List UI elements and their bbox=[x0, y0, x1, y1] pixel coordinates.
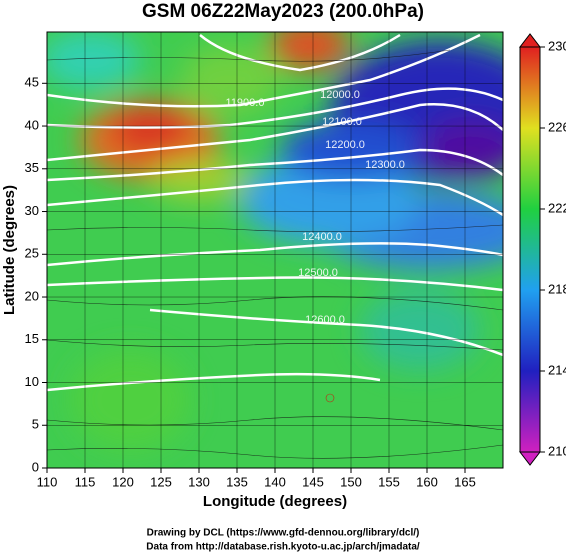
y-tick-label: 20 bbox=[25, 288, 39, 303]
x-tick-label: 155 bbox=[378, 474, 400, 489]
colorbar-label: 214 bbox=[548, 362, 566, 377]
x-tick-label: 165 bbox=[454, 474, 476, 489]
colorbar-label: 222 bbox=[548, 200, 566, 215]
contour-label: 11900.0 bbox=[226, 97, 265, 109]
x-tick-label: 110 bbox=[37, 474, 58, 489]
x-tick-label: 120 bbox=[112, 474, 134, 489]
colorbar bbox=[519, 46, 541, 453]
footer-text: Drawing by DCL (https://www.gfd-dennou.o… bbox=[147, 528, 420, 539]
contour-label: 12300.0 bbox=[365, 159, 405, 171]
x-tick-label: 145 bbox=[302, 474, 324, 489]
x-tick-label: 160 bbox=[416, 474, 438, 489]
colorbar-label: 210 bbox=[548, 443, 566, 458]
y-tick-label: 15 bbox=[25, 331, 39, 346]
x-tick-label: 130 bbox=[188, 474, 210, 489]
y-tick-label: 0 bbox=[32, 459, 39, 474]
contour-label: 12200.0 bbox=[325, 139, 365, 151]
x-tick-label: 140 bbox=[264, 474, 286, 489]
y-tick-label: 5 bbox=[32, 417, 39, 432]
contour-label: 12500.0 bbox=[298, 267, 338, 279]
x-axis-label: Longitude (degrees) bbox=[203, 493, 347, 510]
contour-label: 12000.0 bbox=[320, 89, 360, 101]
y-tick-label: 30 bbox=[25, 203, 39, 218]
y-tick-label: 25 bbox=[25, 246, 39, 261]
colorbar-label: 230 bbox=[548, 38, 566, 53]
colorbar-cap bbox=[518, 33, 542, 48]
field bbox=[47, 32, 503, 468]
colorbar-label: 226 bbox=[548, 119, 566, 134]
y-axis-label: Latitude (degrees) bbox=[1, 185, 18, 315]
contour-label: 12100.0 bbox=[322, 116, 362, 128]
y-tick-label: 10 bbox=[25, 374, 39, 389]
y-tick-label: 45 bbox=[25, 75, 39, 90]
x-tick-label: 115 bbox=[75, 474, 96, 489]
x-tick-label: 125 bbox=[150, 474, 172, 489]
x-tick-label: 135 bbox=[226, 474, 248, 489]
contour-label: 12600.0 bbox=[305, 314, 345, 326]
footer-text: Data from http://database.rish.kyoto-u.a… bbox=[146, 542, 420, 553]
colorbar-cap bbox=[518, 451, 542, 466]
x-tick-label: 150 bbox=[340, 474, 362, 489]
colorbar-label: 218 bbox=[548, 281, 566, 296]
chart-title: GSM 06Z22May2023 (200.0hPa) bbox=[142, 1, 424, 22]
y-tick-label: 35 bbox=[25, 160, 39, 175]
contour-label: 12400.0 bbox=[302, 231, 342, 243]
y-tick-label: 40 bbox=[25, 117, 39, 132]
